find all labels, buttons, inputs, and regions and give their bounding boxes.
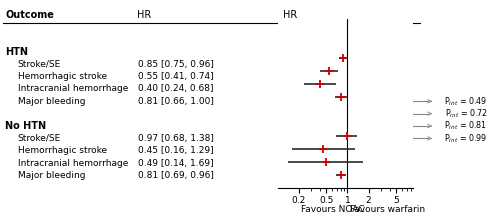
Text: P$_{int}$ = 0.49: P$_{int}$ = 0.49 [444,95,488,108]
Text: 0.85 [0.75, 0.96]: 0.85 [0.75, 0.96] [138,60,214,69]
Text: Stroke/SE: Stroke/SE [18,60,61,69]
Text: Favours NOAC: Favours NOAC [301,205,364,214]
Text: HTN: HTN [5,47,28,57]
Text: Major bleeding: Major bleeding [18,171,85,180]
Text: 0.97 [0.68, 1.38]: 0.97 [0.68, 1.38] [138,134,214,143]
Text: Hemorrhagic stroke: Hemorrhagic stroke [18,72,106,81]
Text: Favours warfarin: Favours warfarin [350,205,425,214]
Text: Stroke/SE: Stroke/SE [18,134,61,143]
Text: HR: HR [282,10,297,20]
Text: P$_{int}$ = 0.99: P$_{int}$ = 0.99 [444,132,488,145]
Text: 0.40 [0.24, 0.68]: 0.40 [0.24, 0.68] [138,84,213,93]
Text: Major bleeding: Major bleeding [18,97,85,106]
Text: Intracranial hemorrhage: Intracranial hemorrhage [18,84,128,93]
Text: P$_{int}$ = 0.72: P$_{int}$ = 0.72 [445,107,488,120]
Text: P$_{int}$ = 0.81: P$_{int}$ = 0.81 [444,120,488,132]
Text: 0.81 [0.66, 1.00]: 0.81 [0.66, 1.00] [138,97,214,106]
Text: HR: HR [138,10,152,20]
Text: 0.55 [0.41, 0.74]: 0.55 [0.41, 0.74] [138,72,213,81]
Text: Outcome: Outcome [5,10,54,20]
Text: 0.45 [0.16, 1.29]: 0.45 [0.16, 1.29] [138,146,213,155]
Text: Intracranial hemorrhage: Intracranial hemorrhage [18,159,128,168]
Text: No HTN: No HTN [5,121,46,131]
Text: 0.81 [0.69, 0.96]: 0.81 [0.69, 0.96] [138,171,214,180]
Text: 0.49 [0.14, 1.69]: 0.49 [0.14, 1.69] [138,159,213,168]
Text: Hemorrhagic stroke: Hemorrhagic stroke [18,146,106,155]
